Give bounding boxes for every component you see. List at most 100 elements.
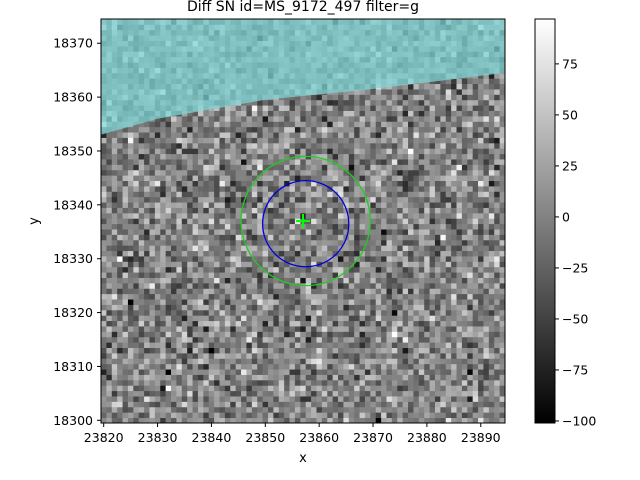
heatmap-cell: [483, 396, 490, 402]
heatmap-cell: [111, 256, 118, 262]
heatmap-cell: [472, 99, 479, 106]
heatmap-cell: [224, 396, 231, 402]
heatmap-cell: [472, 390, 479, 397]
heatmap-cell: [278, 126, 285, 133]
heatmap-cell: [273, 266, 280, 273]
heatmap-cell: [402, 89, 409, 95]
heatmap-cell: [483, 153, 490, 160]
heatmap-cell: [456, 336, 463, 343]
heatmap-cell: [434, 132, 441, 138]
heatmap-cell: [127, 390, 134, 397]
heatmap-cell: [176, 331, 183, 338]
heatmap-cell: [354, 115, 360, 122]
heatmap-cell: [192, 326, 199, 332]
heatmap-cell: [472, 401, 479, 408]
heatmap-cell: [321, 309, 328, 316]
heatmap-cell: [241, 121, 247, 128]
heatmap-cell: [230, 175, 237, 181]
heatmap-cell: [111, 212, 118, 219]
heatmap-cell: [294, 320, 301, 327]
heatmap-cell: [246, 137, 253, 144]
heatmap-cell: [402, 379, 409, 386]
heatmap-cell: [267, 336, 274, 343]
heatmap-cell: [278, 315, 285, 322]
heatmap-cell: [391, 412, 398, 419]
heatmap-cell: [181, 207, 188, 214]
heatmap-cell: [316, 406, 323, 413]
heatmap-cell: [386, 352, 393, 359]
heatmap-cell: [219, 250, 226, 257]
heatmap-cell: [133, 385, 140, 392]
heatmap-cell: [192, 320, 199, 327]
heatmap-cell: [117, 212, 123, 219]
heatmap-cell: [219, 331, 226, 338]
heatmap-cell: [391, 191, 398, 198]
heatmap-cell: [203, 261, 210, 268]
heatmap-cell: [478, 196, 484, 203]
heatmap-cell: [144, 132, 150, 138]
heatmap-cell: [154, 148, 161, 155]
heatmap-cell: [219, 153, 226, 160]
heatmap-cell: [494, 132, 501, 138]
heatmap-cell: [483, 169, 490, 176]
heatmap-cell: [251, 175, 258, 181]
heatmap-cell: [262, 412, 269, 419]
heatmap-cell: [160, 342, 167, 348]
heatmap-cell: [338, 261, 344, 268]
heatmap-cell: [289, 105, 296, 111]
heatmap-cell: [418, 320, 425, 327]
heatmap-cell: [154, 185, 161, 192]
heatmap-cell: [138, 148, 145, 155]
heatmap-cell: [456, 132, 463, 138]
heatmap-cell: [467, 401, 474, 408]
heatmap-cell: [241, 223, 247, 230]
heatmap-cell: [106, 185, 113, 192]
heatmap-cell: [138, 272, 145, 278]
heatmap-cell: [208, 352, 215, 359]
heatmap-cell: [160, 315, 167, 322]
heatmap-cell: [165, 266, 172, 273]
heatmap-cell: [316, 369, 323, 375]
heatmap-cell: [483, 412, 490, 419]
heatmap-cell: [154, 196, 161, 203]
heatmap-cell: [311, 315, 317, 322]
heatmap-cell: [289, 379, 296, 386]
heatmap-cell: [451, 94, 457, 101]
heatmap-cell: [122, 304, 129, 311]
heatmap-cell: [461, 342, 468, 348]
heatmap-cell: [230, 293, 237, 300]
heatmap-cell: [181, 406, 188, 413]
heatmap-cell: [284, 374, 290, 381]
heatmap-cell: [192, 218, 199, 225]
heatmap-cell: [397, 352, 404, 359]
heatmap-cell: [381, 239, 387, 246]
heatmap-cell: [192, 293, 199, 300]
heatmap-cell: [343, 342, 350, 348]
heatmap-cell: [149, 229, 156, 235]
heatmap-cell: [418, 105, 425, 111]
chart-title: Diff SN id=MS_9172_497 filter=g: [187, 0, 419, 15]
heatmap-cell: [251, 272, 258, 278]
heatmap-cell: [192, 315, 199, 322]
heatmap-cell: [230, 347, 237, 354]
heatmap-cell: [418, 126, 425, 133]
heatmap-cell: [127, 142, 134, 149]
heatmap-cell: [445, 78, 452, 85]
heatmap-cell: [127, 299, 134, 305]
heatmap-cell: [300, 132, 307, 138]
heatmap-cell: [327, 266, 334, 273]
heatmap-cell: [235, 223, 242, 230]
heatmap-cell: [483, 132, 490, 138]
heatmap-cell: [224, 229, 231, 235]
heatmap-cell: [165, 245, 172, 252]
heatmap-cell: [300, 180, 307, 187]
heatmap-cell: [391, 83, 398, 90]
heatmap-cell: [456, 245, 463, 252]
heatmap-cell: [440, 137, 447, 144]
heatmap-cell: [386, 153, 393, 160]
heatmap-cell: [434, 277, 441, 284]
heatmap-cell: [327, 326, 334, 332]
heatmap-cell: [375, 185, 382, 192]
heatmap-cell: [418, 272, 425, 278]
heatmap-cell: [348, 239, 355, 246]
